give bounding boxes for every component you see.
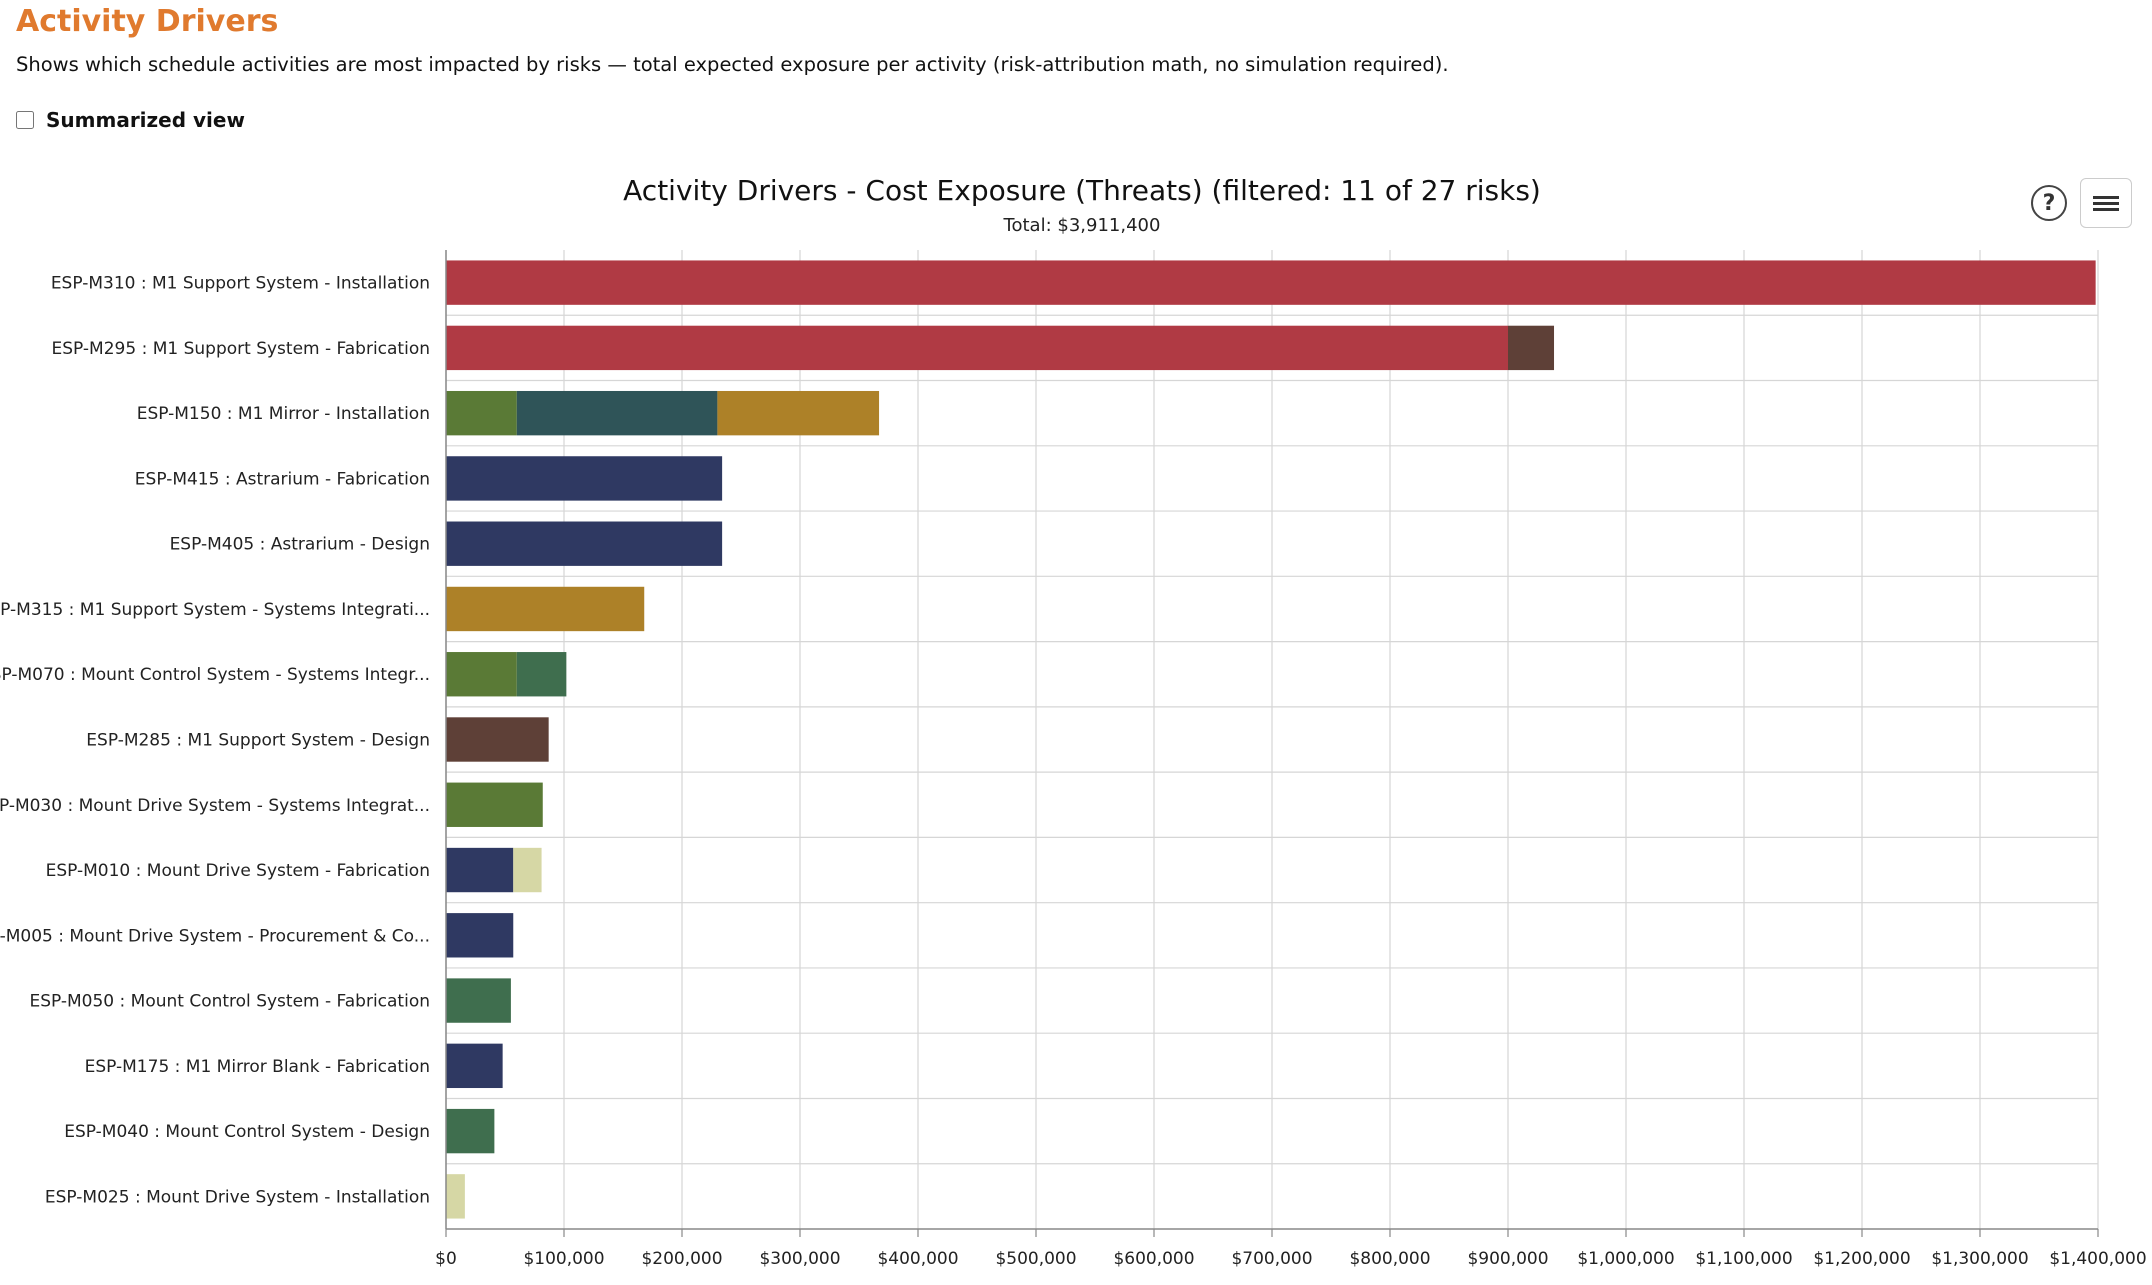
bar-segment[interactable] [446,325,1508,371]
bar-segment[interactable] [717,390,880,436]
bars [446,260,2096,1219]
x-tick-label: $700,000 [1231,1249,1312,1269]
x-tick-label: $1,300,000 [1931,1249,2028,1269]
bar-segment[interactable] [446,390,517,436]
category-label: ESP-M405 : Astrarium - Design [170,535,430,555]
bar-segment[interactable] [446,1174,465,1219]
bar-segment[interactable] [516,652,567,697]
chart-menu-button[interactable] [2080,178,2132,228]
x-tick-label: $0 [435,1249,457,1269]
category-label: ESP-M040 : Mount Control System - Design [64,1122,430,1142]
bar-segment[interactable] [446,978,511,1023]
category-label: ESP-M295 : M1 Support System - Fabricati… [52,339,431,359]
category-label: ESP-M010 : Mount Drive System - Fabricat… [46,861,430,881]
category-labels: ESP-M310 : M1 Support System - Installat… [0,274,430,1208]
page-title: Activity Drivers [16,4,279,39]
bar-segment[interactable] [446,913,514,958]
x-tick-label: $300,000 [759,1249,840,1269]
bar-segment[interactable] [446,586,645,632]
summarized-view-toggle[interactable]: Summarized view [16,108,245,132]
bar-segment[interactable] [446,847,514,893]
bar-segment[interactable] [446,521,723,566]
category-label: ESP-M415 : Astrarium - Fabrication [135,469,430,489]
category-label: ESP-M005 : Mount Drive System - Procurem… [0,926,430,946]
x-tick-label: $100,000 [523,1249,604,1269]
axes [445,250,2099,1237]
bar-segment[interactable] [446,260,2096,305]
x-tick-label: $900,000 [1467,1249,1548,1269]
summarized-view-checkbox[interactable] [16,111,34,129]
category-label: ESP-M150 : M1 Mirror - Installation [137,404,430,424]
category-label: ESP-M285 : M1 Support System - Design [86,731,430,751]
bar-segment[interactable] [516,390,718,436]
bar-segment[interactable] [446,782,543,827]
x-tick-label: $500,000 [995,1249,1076,1269]
chart-title: Activity Drivers - Cost Exposure (Threat… [623,174,1541,207]
bar-segment[interactable] [446,456,723,501]
x-tick-label: $1,200,000 [1813,1249,1910,1269]
bar-segment[interactable] [446,717,549,762]
help-button[interactable]: ? [2031,185,2067,221]
x-tick-labels: $0 $100,000 $200,000 $300,000 $400,000 $500,0… [435,1249,2146,1269]
chart-subtitle: Total: $3,911,400 [1003,215,1161,236]
x-tick-label: $1,400,000 [2049,1249,2146,1269]
category-label: ESP-M175 : M1 Mirror Blank - Fabrication [85,1057,430,1077]
x-tick-label: $800,000 [1349,1249,1430,1269]
x-tick-label: $200,000 [641,1249,722,1269]
bar-segment[interactable] [446,1108,495,1154]
bar-segment[interactable] [513,847,542,893]
x-tick-label: $1,100,000 [1695,1249,1792,1269]
x-tick-label: $600,000 [1113,1249,1194,1269]
x-tick-label: $1,000,000 [1577,1249,1674,1269]
category-label: ESP-M030 : Mount Drive System - Systems … [0,796,430,816]
page-description: Shows which schedule activities are most… [16,53,1449,76]
hamburger-menu-icon [2093,193,2119,214]
category-label: ESP-M025 : Mount Drive System - Installa… [45,1187,430,1207]
summarized-view-label: Summarized view [46,108,245,132]
help-icon: ? [2042,190,2056,216]
category-label: ESP-M315 : M1 Support System - Systems I… [0,600,430,620]
bar-segment[interactable] [446,652,517,697]
bar-segment[interactable] [1508,325,1555,371]
bar-segment[interactable] [446,1043,503,1089]
x-tick-label: $400,000 [877,1249,958,1269]
category-label: ESP-M050 : Mount Control System - Fabric… [29,992,430,1012]
category-label: ESP-M070 : Mount Control System - System… [0,665,430,685]
category-label: ESP-M310 : M1 Support System - Installat… [51,274,430,294]
